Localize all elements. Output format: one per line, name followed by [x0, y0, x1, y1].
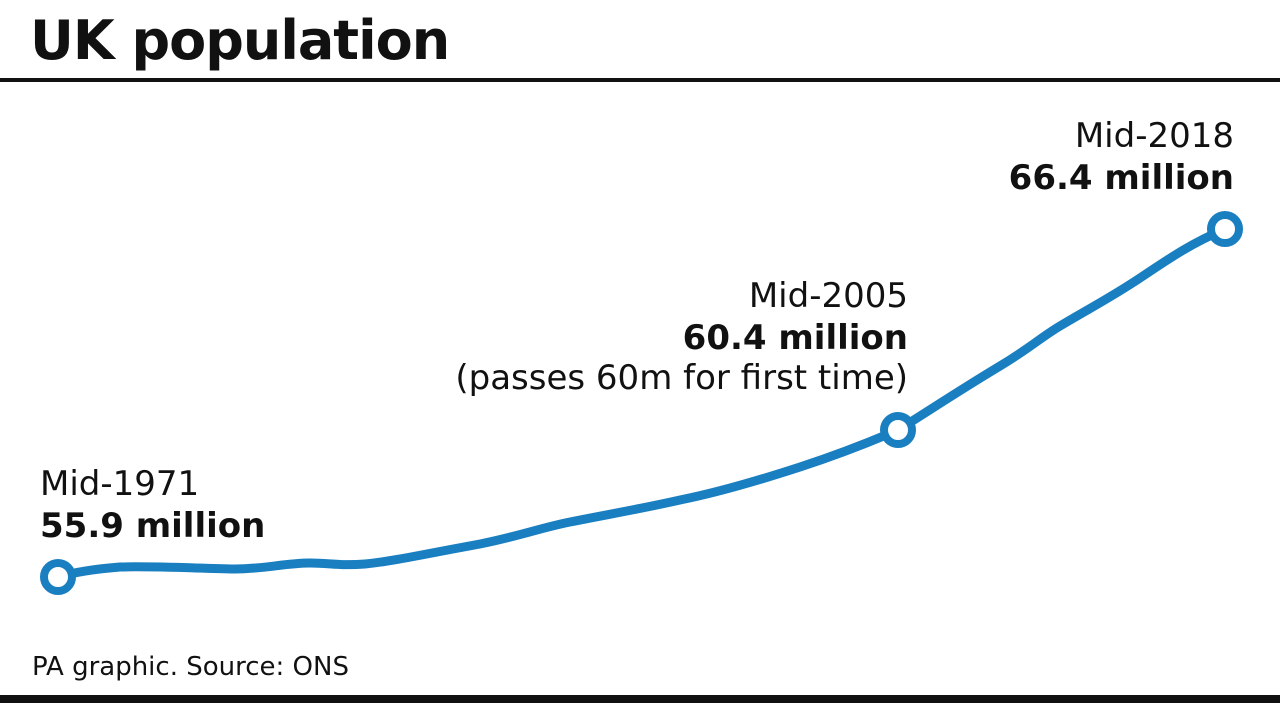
- annotation-value: 66.4 million: [1008, 158, 1234, 198]
- annotation-value: 60.4 million: [682, 318, 908, 358]
- marker-2005: [880, 412, 916, 448]
- population-line: [53, 224, 1230, 582]
- bottom-divider: [0, 695, 1280, 703]
- annotation-2005: Mid-2005 60.4 million (passes 60m for fi…: [455, 274, 908, 398]
- title-divider: [0, 78, 1280, 82]
- annotation-year: Mid-2005: [748, 276, 908, 316]
- marker-2018: [1207, 211, 1243, 247]
- marker-1971: [40, 559, 76, 595]
- annotation-1971: Mid-1971 55.9 million: [40, 462, 265, 546]
- annotation-year: Mid-2018: [1074, 116, 1234, 156]
- annotation-2018: Mid-2018 66.4 million: [1009, 114, 1234, 198]
- annotation-value: 55.9 million: [40, 506, 266, 546]
- source-credit: PA graphic. Source: ONS: [32, 652, 349, 682]
- annotation-year: Mid-1971: [40, 464, 200, 504]
- annotation-note: (passes 60m for first time): [455, 358, 908, 398]
- chart-title: UK population: [30, 9, 450, 72]
